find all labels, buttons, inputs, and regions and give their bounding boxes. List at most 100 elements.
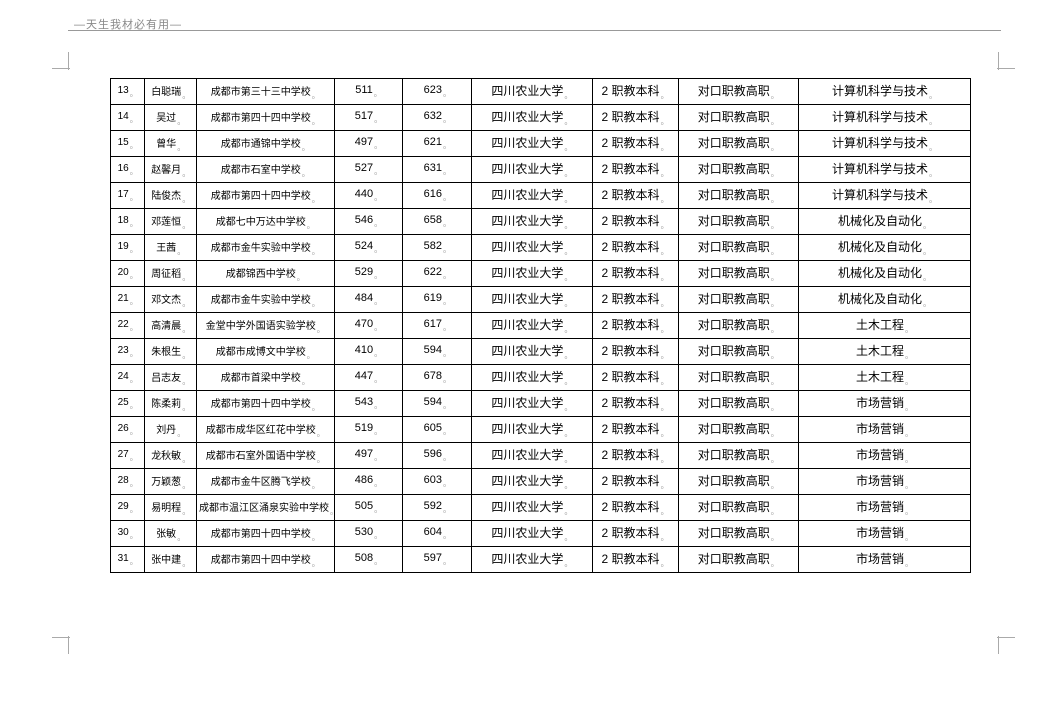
table-cell: 2 职教本科。 [592, 417, 678, 443]
table-cell: 四川农业大学。 [472, 313, 592, 339]
table-cell: 25。 [111, 391, 145, 417]
table-cell: 546。 [334, 209, 403, 235]
table-cell: 678。 [403, 365, 472, 391]
table-cell: 623。 [403, 79, 472, 105]
table-cell: 2 职教本科。 [592, 209, 678, 235]
table-cell: 对口职教高职。 [678, 79, 798, 105]
table-cell: 对口职教高职。 [678, 391, 798, 417]
table-cell: 土木工程。 [798, 313, 970, 339]
table-row: 30。张敏。成都市第四十四中学校。530。604。四川农业大学。2 职教本科。对… [111, 521, 971, 547]
table-cell: 对口职教高职。 [678, 339, 798, 365]
table-cell: 对口职教高职。 [678, 105, 798, 131]
table-cell: 金堂中学外国语实验学校。 [196, 313, 334, 339]
table-cell: 2 职教本科。 [592, 443, 678, 469]
table-row: 25。陈柔莉。成都市第四十四中学校。543。594。四川农业大学。2 职教本科。… [111, 391, 971, 417]
table-cell: 朱根生。 [145, 339, 197, 365]
table-cell: 13。 [111, 79, 145, 105]
table-cell: 四川农业大学。 [472, 391, 592, 417]
table-cell: 21。 [111, 287, 145, 313]
table-cell: 计算机科学与技术。 [798, 183, 970, 209]
table-cell: 万颖葱。 [145, 469, 197, 495]
table-cell: 四川农业大学。 [472, 235, 592, 261]
table-cell: 四川农业大学。 [472, 79, 592, 105]
table-cell: 成都市第四十四中学校。 [196, 183, 334, 209]
table-cell: 26。 [111, 417, 145, 443]
table-cell: 成都市第四十四中学校。 [196, 105, 334, 131]
table-row: 28。万颖葱。成都市金牛区腾飞学校。486。603。四川农业大学。2 职教本科。… [111, 469, 971, 495]
table-cell: 616。 [403, 183, 472, 209]
table-cell: 597。 [403, 547, 472, 573]
table-cell: 596。 [403, 443, 472, 469]
table-cell: 四川农业大学。 [472, 105, 592, 131]
table-cell: 市场营销。 [798, 469, 970, 495]
table-cell: 吕志友。 [145, 365, 197, 391]
table-cell: 582。 [403, 235, 472, 261]
table-cell: 2 职教本科。 [592, 79, 678, 105]
table-row: 24。吕志友。成都市首梁中学校。447。678。四川农业大学。2 职教本科。对口… [111, 365, 971, 391]
table-cell: 622。 [403, 261, 472, 287]
table-cell: 张敏。 [145, 521, 197, 547]
table-cell: 市场营销。 [798, 547, 970, 573]
table-cell: 605。 [403, 417, 472, 443]
table-row: 31。张中建。成都市第四十四中学校。508。597。四川农业大学。2 职教本科。… [111, 547, 971, 573]
table-cell: 计算机科学与技术。 [798, 105, 970, 131]
table-cell: 机械化及自动化。 [798, 235, 970, 261]
table-cell: 四川农业大学。 [472, 261, 592, 287]
table-cell: 31。 [111, 547, 145, 573]
table-row: 20。周征稻。成都锦西中学校。529。622。四川农业大学。2 职教本科。对口职… [111, 261, 971, 287]
page-corner [68, 636, 69, 654]
table-cell: 成都七中万达中学校。 [196, 209, 334, 235]
table-cell: 市场营销。 [798, 521, 970, 547]
table-cell: 成都市金牛区腾飞学校。 [196, 469, 334, 495]
table-cell: 470。 [334, 313, 403, 339]
table-cell: 成都市石室外国语中学校。 [196, 443, 334, 469]
table-row: 26。刘丹。成都市成华区红花中学校。519。605。四川农业大学。2 职教本科。… [111, 417, 971, 443]
table-cell: 447。 [334, 365, 403, 391]
table-row: 14。吴过。成都市第四十四中学校。517。632。四川农业大学。2 职教本科。对… [111, 105, 971, 131]
table-cell: 2 职教本科。 [592, 235, 678, 261]
table-cell: 成都市金牛实验中学校。 [196, 287, 334, 313]
table-cell: 对口职教高职。 [678, 157, 798, 183]
table-cell: 2 职教本科。 [592, 261, 678, 287]
table-cell: 604。 [403, 521, 472, 547]
table-row: 21。邓文杰。成都市金牛实验中学校。484。619。四川农业大学。2 职教本科。… [111, 287, 971, 313]
table-cell: 易明程。 [145, 495, 197, 521]
table-cell: 2 职教本科。 [592, 547, 678, 573]
table-cell: 对口职教高职。 [678, 469, 798, 495]
table-cell: 2 职教本科。 [592, 183, 678, 209]
table-cell: 陈柔莉。 [145, 391, 197, 417]
table-cell: 529。 [334, 261, 403, 287]
table-cell: 486。 [334, 469, 403, 495]
table-row: 13。白聪瑞。成都市第三十三中学校。511。623。四川农业大学。2 职教本科。… [111, 79, 971, 105]
table-row: 27。龙秋敏。成都市石室外国语中学校。497。596。四川农业大学。2 职教本科… [111, 443, 971, 469]
table-cell: 对口职教高职。 [678, 547, 798, 573]
table-cell: 517。 [334, 105, 403, 131]
table-cell: 赵馨月。 [145, 157, 197, 183]
table-cell: 2 职教本科。 [592, 469, 678, 495]
table-cell: 22。 [111, 313, 145, 339]
table-cell: 成都市金牛实验中学校。 [196, 235, 334, 261]
table-row: 17。陆俊杰。成都市第四十四中学校。440。616。四川农业大学。2 职教本科。… [111, 183, 971, 209]
table-cell: 对口职教高职。 [678, 287, 798, 313]
table-cell: 497。 [334, 131, 403, 157]
table-cell: 市场营销。 [798, 443, 970, 469]
table-cell: 18。 [111, 209, 145, 235]
table-row: 29。易明程。成都市温江区涌泉实验中学校。505。592。四川农业大学。2 职教… [111, 495, 971, 521]
table-cell: 15。 [111, 131, 145, 157]
table-cell: 2 职教本科。 [592, 339, 678, 365]
table-cell: 高清晨。 [145, 313, 197, 339]
table-cell: 陆俊杰。 [145, 183, 197, 209]
table-cell: 对口职教高职。 [678, 183, 798, 209]
table-cell: 张中建。 [145, 547, 197, 573]
table-cell: 16。 [111, 157, 145, 183]
table-row: 23。朱根生。成都市成博文中学校。410。594。四川农业大学。2 职教本科。对… [111, 339, 971, 365]
table-cell: 592。 [403, 495, 472, 521]
table-row: 22。高清晨。金堂中学外国语实验学校。470。617。四川农业大学。2 职教本科… [111, 313, 971, 339]
table-cell: 四川农业大学。 [472, 521, 592, 547]
table-cell: 29。 [111, 495, 145, 521]
table-cell: 成都市首梁中学校。 [196, 365, 334, 391]
table-cell: 519。 [334, 417, 403, 443]
table-cell: 四川农业大学。 [472, 495, 592, 521]
table-cell: 505。 [334, 495, 403, 521]
table-cell: 四川农业大学。 [472, 209, 592, 235]
